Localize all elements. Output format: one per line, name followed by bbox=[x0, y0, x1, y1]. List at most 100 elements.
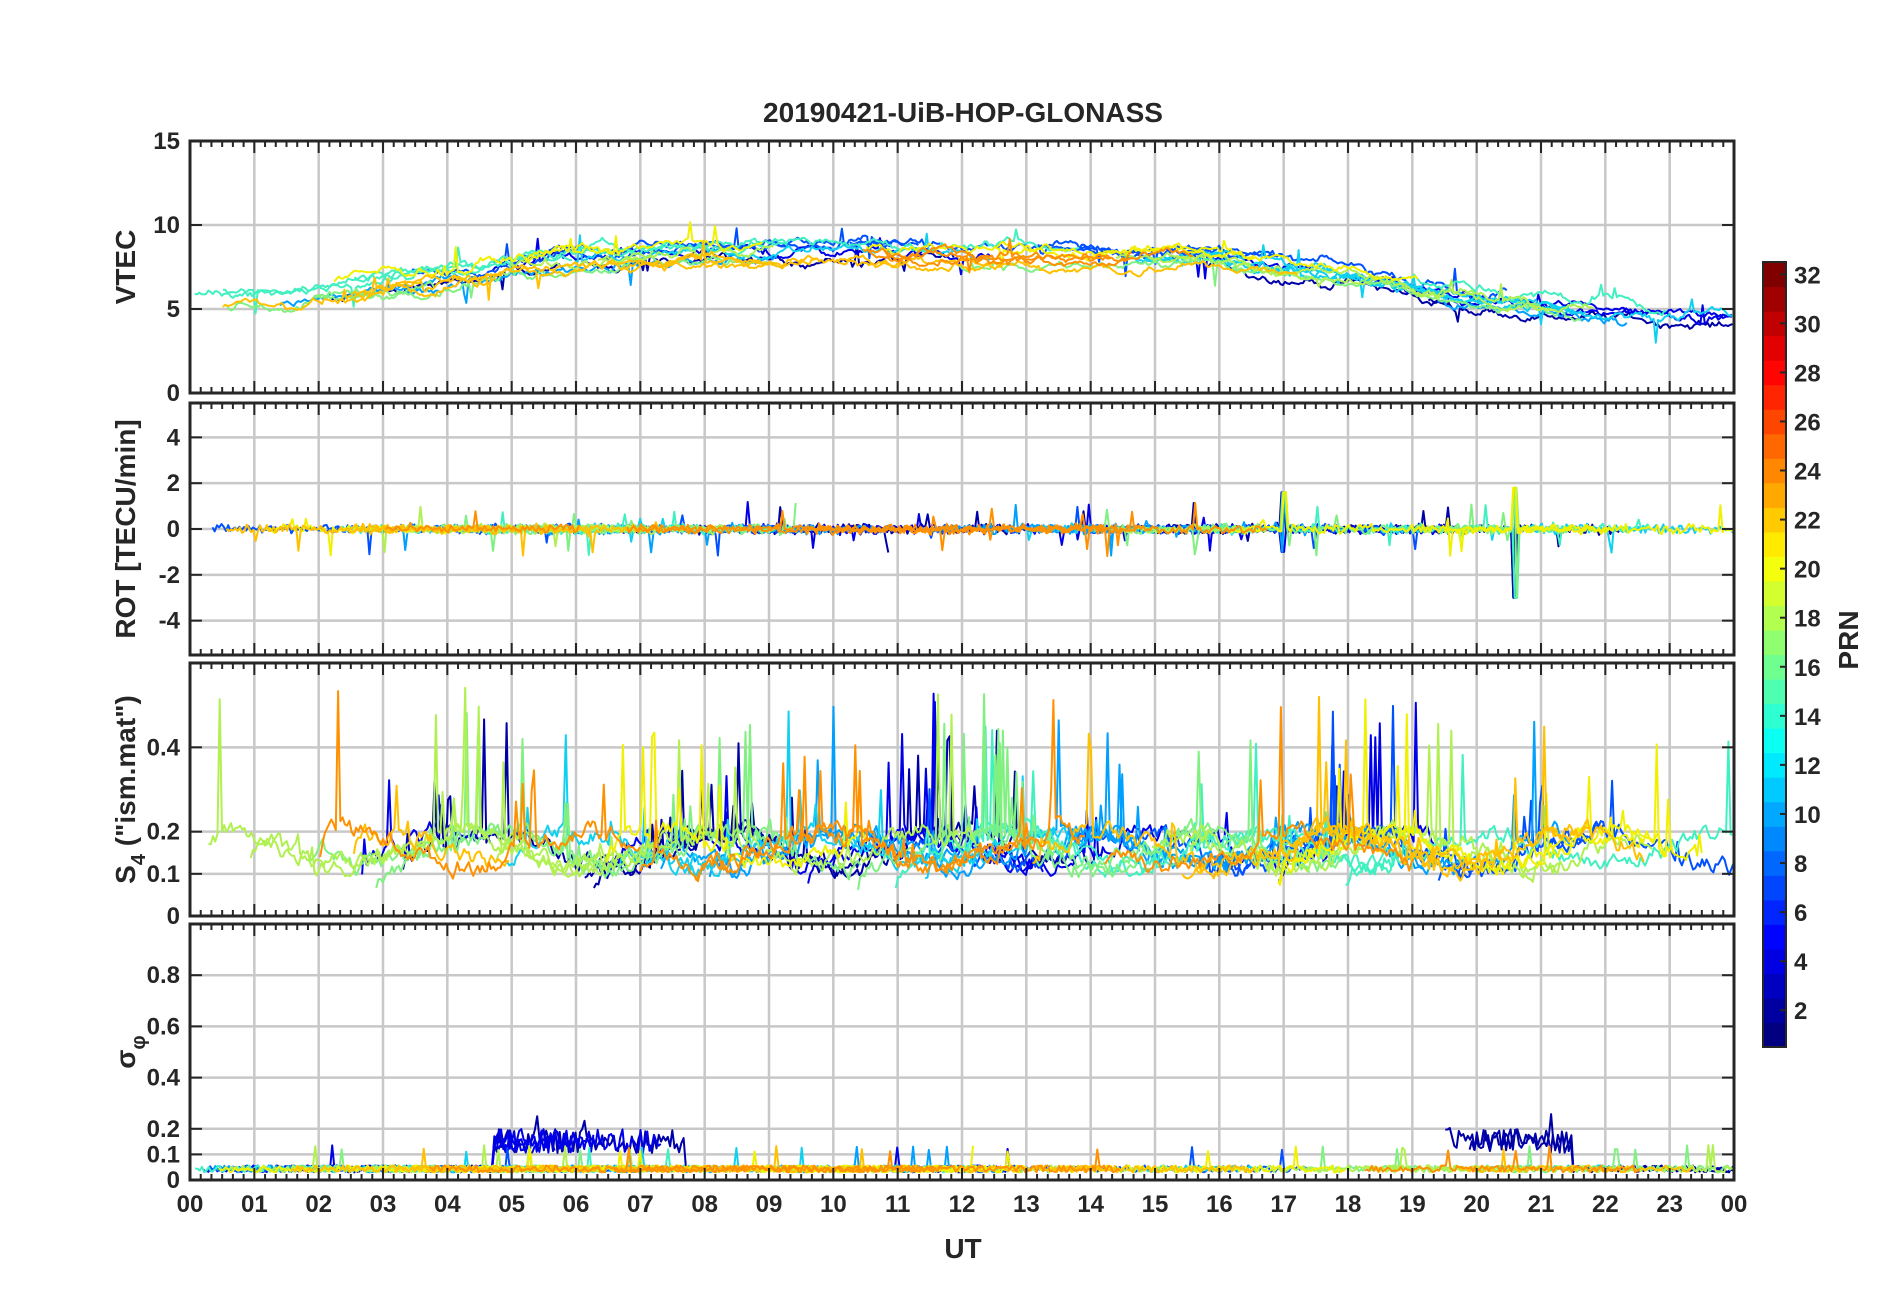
colorbar-bin bbox=[1763, 360, 1786, 386]
series-line-prn-17 bbox=[511, 250, 654, 271]
x-tick-label: 23 bbox=[1656, 1191, 1683, 1218]
y-tick-label: 0 bbox=[167, 903, 180, 930]
panel-s4: 00.10.20.4S4 ("ism.mat") bbox=[110, 661, 1736, 930]
series-line-prn-17 bbox=[1123, 523, 1268, 535]
y-tick-label: 0.4 bbox=[147, 734, 181, 761]
x-tick-label: 21 bbox=[1528, 1191, 1555, 1218]
colorbar-bin bbox=[1763, 826, 1786, 852]
y-tick-label: 2 bbox=[167, 470, 180, 497]
colorbar-bin bbox=[1763, 997, 1786, 1024]
series-line-prn-23 bbox=[1364, 1145, 1641, 1174]
y-axis-label-rest: ("ism.mat") bbox=[110, 695, 141, 854]
x-tick-label: 13 bbox=[1013, 1191, 1040, 1218]
colorbar-bin bbox=[1763, 801, 1786, 827]
series-line-prn-20 bbox=[333, 237, 619, 283]
colorbar-bin bbox=[1763, 899, 1786, 925]
y-axis-label: σφ bbox=[110, 1035, 150, 1068]
series-line-prn-22 bbox=[1032, 732, 1504, 882]
panel-traces bbox=[211, 486, 1734, 599]
y-tick-label: -4 bbox=[159, 608, 181, 635]
series-line-prn-23 bbox=[638, 510, 1138, 536]
colorbar-bin bbox=[1763, 679, 1786, 705]
series-line-prn-23 bbox=[428, 1164, 935, 1174]
y-axis-label-sub: φ bbox=[128, 1035, 150, 1049]
colorbar-tick-label: 30 bbox=[1794, 311, 1821, 338]
colorbar-tick-label: 26 bbox=[1794, 409, 1821, 436]
series-line-prn-20 bbox=[606, 731, 867, 869]
colorbar-bin bbox=[1763, 556, 1786, 582]
series-line-prn-22 bbox=[222, 274, 496, 311]
y-tick-label: 0.2 bbox=[147, 1116, 180, 1143]
series-line-prn-17 bbox=[597, 244, 774, 263]
series-line-prn-14 bbox=[581, 228, 1080, 258]
series-line-prn-14 bbox=[1084, 742, 1403, 878]
series-line-prn-16 bbox=[857, 693, 1343, 890]
y-tick-label: 0 bbox=[167, 380, 180, 407]
colorbar-bin bbox=[1763, 777, 1786, 803]
series-line-prn-23 bbox=[626, 507, 1124, 552]
x-tick-label: 00 bbox=[177, 1191, 204, 1218]
series-line-prn-22 bbox=[1058, 1164, 1256, 1174]
colorbar-tick-label: 32 bbox=[1794, 262, 1821, 289]
series-line-prn-23 bbox=[319, 690, 641, 880]
y-axis-label-main: σ bbox=[110, 1050, 141, 1069]
colorbar-bin bbox=[1763, 948, 1786, 975]
colorbar-bin bbox=[1763, 924, 1786, 950]
colorbar-tick-label: 28 bbox=[1794, 360, 1821, 387]
colorbar-tick-label: 20 bbox=[1794, 557, 1821, 584]
colorbar-bin bbox=[1763, 850, 1786, 876]
x-tick-label: 07 bbox=[627, 1191, 654, 1218]
series-line-prn-20 bbox=[525, 221, 763, 260]
y-tick-label: 0 bbox=[167, 516, 180, 543]
series-line-prn-22 bbox=[1457, 1148, 1694, 1174]
series-line-prn-23 bbox=[882, 237, 1132, 274]
colorbar-label: PRN bbox=[1833, 610, 1864, 669]
colorbar-bin bbox=[1763, 335, 1786, 361]
colorbar-bin bbox=[1763, 728, 1786, 754]
series-line-prn-2 bbox=[1427, 297, 1733, 330]
x-tick-label: 02 bbox=[305, 1191, 332, 1218]
x-tick-label: 08 bbox=[691, 1191, 718, 1218]
colorbar-bin bbox=[1763, 580, 1786, 607]
x-tick-label: 05 bbox=[498, 1191, 525, 1218]
colorbar-bin bbox=[1763, 1022, 1786, 1048]
y-axis-label: ROT [TECU/min] bbox=[110, 419, 141, 638]
x-tick-label: 00 bbox=[1721, 1191, 1748, 1218]
series-line-prn-23 bbox=[868, 243, 1194, 266]
series-line-prn-23 bbox=[639, 755, 1037, 881]
x-tick-label: 20 bbox=[1463, 1191, 1490, 1218]
series-line-prn-16 bbox=[375, 723, 862, 889]
colorbar-bin bbox=[1763, 482, 1786, 508]
x-axis-label: UT bbox=[944, 1233, 981, 1264]
y-tick-label: 0 bbox=[167, 1167, 180, 1194]
series-line-prn-23 bbox=[1104, 706, 1415, 874]
y-tick-label: 15 bbox=[153, 128, 180, 155]
series-line-prn-14 bbox=[353, 236, 788, 283]
panel-rot: -4 -2 0 2 4 ROT [TECU/min] bbox=[110, 401, 1736, 657]
colorbar-tick-label: 8 bbox=[1794, 851, 1807, 878]
colorbar-bin bbox=[1763, 384, 1786, 410]
series-line-prn-22 bbox=[394, 1147, 598, 1174]
series-line-prn-23 bbox=[614, 1146, 1121, 1174]
colorbar-bin bbox=[1763, 458, 1786, 484]
colorbar-bin bbox=[1763, 752, 1786, 778]
x-tick-label: 12 bbox=[949, 1191, 976, 1218]
colorbar-tick-label: 2 bbox=[1794, 998, 1807, 1025]
panel-traces bbox=[194, 221, 1733, 344]
colorbar-tick-label: 22 bbox=[1794, 508, 1821, 535]
colorbar-bin bbox=[1763, 433, 1786, 459]
colorbar-bin bbox=[1763, 262, 1786, 288]
x-tick-label: 18 bbox=[1335, 1191, 1362, 1218]
colorbar-tick-label: 14 bbox=[1794, 704, 1821, 731]
panel-traces bbox=[195, 1113, 1734, 1174]
series-line-prn-17 bbox=[249, 804, 619, 878]
y-tick-label: 0.4 bbox=[147, 1065, 181, 1092]
x-tick-label: 15 bbox=[1142, 1191, 1169, 1218]
y-tick-label: 0.6 bbox=[147, 1013, 180, 1040]
y-tick-label: 4 bbox=[167, 424, 181, 451]
y-tick-label: 0.8 bbox=[147, 962, 180, 989]
series-line-prn-16 bbox=[938, 722, 1311, 878]
x-tick-label: 01 bbox=[241, 1191, 268, 1218]
